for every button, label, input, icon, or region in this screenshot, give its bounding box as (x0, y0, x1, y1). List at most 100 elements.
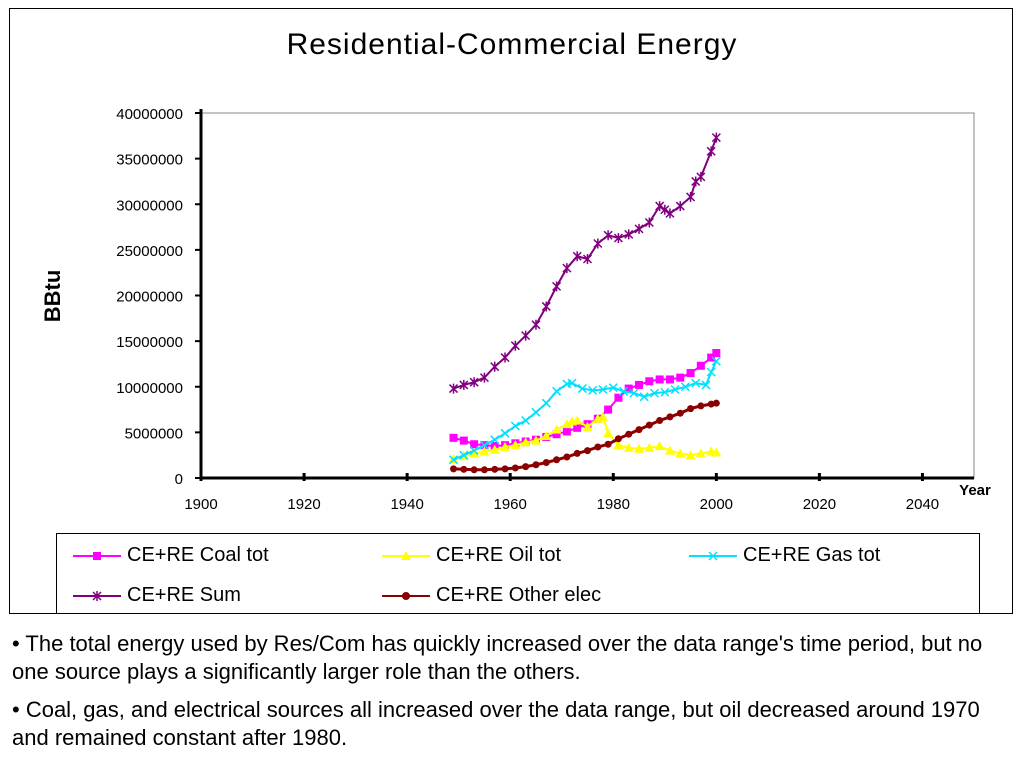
data-point (597, 411, 608, 421)
data-point (551, 424, 562, 434)
legend-label: CE+RE Gas tot (743, 544, 881, 566)
data-point (670, 384, 680, 395)
y-axis-label: BBtu (40, 270, 65, 323)
data-point (675, 448, 686, 458)
data-point (510, 440, 521, 450)
plot-area (200, 112, 975, 479)
data-point (711, 447, 722, 457)
data-point (582, 254, 593, 264)
data-point (686, 191, 696, 202)
data-point (654, 441, 665, 451)
y-tick-label: 5000000 (125, 425, 183, 442)
data-point (584, 447, 591, 455)
legend-swatch (382, 550, 430, 560)
data-point (701, 380, 711, 390)
data-point (697, 402, 705, 410)
data-point (532, 461, 540, 469)
x-tick-label: 1920 (287, 496, 320, 513)
data-point (520, 437, 531, 447)
series-ce-re-oil-tot (448, 411, 722, 463)
data-point (459, 379, 469, 390)
data-point (530, 435, 541, 445)
data-point (706, 367, 716, 377)
legend-label: CE+RE Other elec (436, 584, 602, 606)
data-point (707, 400, 715, 408)
y-tick-label: 25000000 (116, 243, 183, 260)
data-point (625, 430, 633, 438)
data-point (448, 453, 459, 463)
data-point (635, 426, 643, 434)
legend-item: CE+RE Coal tot (73, 544, 269, 567)
data-point (675, 201, 685, 212)
data-point (521, 415, 531, 426)
data-point (490, 361, 500, 372)
notes: • The total energy used by Res/Com has q… (12, 630, 1012, 762)
data-point (588, 385, 598, 395)
data-point (541, 301, 551, 312)
data-point (521, 330, 531, 341)
data-point (449, 433, 458, 442)
data-point (608, 383, 618, 393)
data-point (624, 229, 634, 240)
x-tick-label: 2040 (906, 496, 939, 513)
data-point (665, 208, 675, 219)
data-point (500, 441, 511, 451)
chart-title: Residential-Commercial Energy (286, 28, 738, 61)
x-axis-label: Year (959, 482, 991, 499)
data-point (711, 132, 721, 143)
data-point (712, 348, 721, 357)
data-point (582, 421, 593, 431)
data-point (562, 427, 571, 436)
data-point (470, 440, 479, 449)
data-point (567, 378, 577, 388)
legend-swatch (73, 590, 121, 601)
legend-swatch (382, 591, 430, 600)
data-point (469, 446, 479, 456)
data-point (711, 356, 721, 366)
data-point (665, 375, 674, 384)
data-point (645, 421, 653, 429)
x-tick-label: 2000 (700, 496, 733, 513)
data-point (614, 435, 622, 443)
legend-label: CE+RE Coal tot (127, 544, 269, 566)
y-tick-label: 35000000 (116, 152, 183, 169)
data-point (459, 450, 469, 460)
data-point (469, 448, 480, 458)
data-point (696, 361, 705, 370)
data-point (531, 407, 541, 417)
data-point (491, 465, 499, 473)
data-point (479, 440, 489, 450)
legend-item: CE+RE Oil tot (382, 544, 561, 567)
y-tick-label: 15000000 (116, 334, 183, 351)
data-point (629, 388, 639, 398)
data-point (480, 466, 488, 474)
data-point (469, 377, 479, 388)
data-point (660, 387, 670, 397)
data-point (450, 465, 458, 473)
data-point (531, 319, 541, 330)
data-point (685, 450, 696, 460)
data-point (655, 375, 664, 384)
y-tick-label: 20000000 (116, 289, 183, 306)
data-point (459, 436, 468, 445)
data-point (510, 340, 520, 351)
y-tick-label: 0 (175, 471, 183, 488)
data-point (510, 421, 520, 431)
data-point (501, 465, 509, 473)
data-point (573, 449, 581, 457)
data-point (561, 419, 572, 429)
data-point (686, 369, 695, 378)
data-point (687, 405, 695, 413)
data-point (676, 409, 684, 417)
data-point (479, 446, 490, 456)
series-ce-re-other-elec (450, 399, 720, 474)
legend-swatch (689, 551, 737, 561)
data-point (706, 146, 716, 157)
data-point (552, 386, 562, 396)
data-point (448, 383, 459, 394)
data-point (639, 392, 649, 402)
data-point (552, 430, 561, 439)
data-point (541, 398, 551, 408)
data-point (594, 443, 602, 451)
data-point (676, 373, 685, 382)
